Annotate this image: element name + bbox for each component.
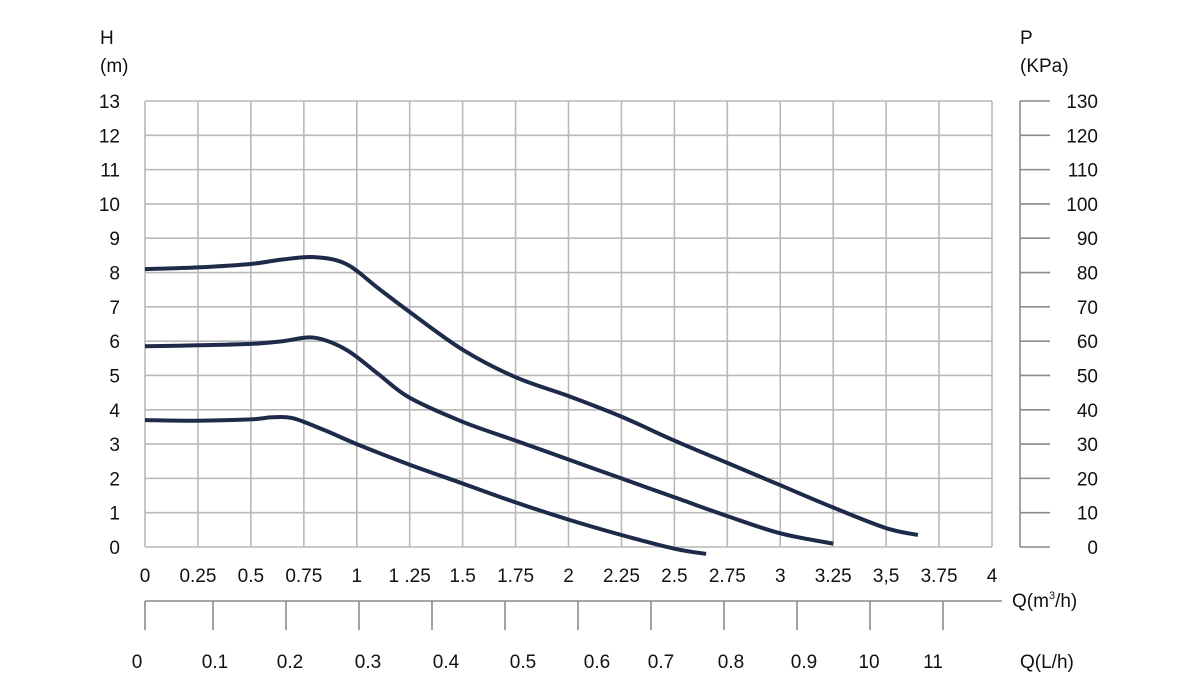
x-tick-label: 2.5 bbox=[661, 566, 687, 587]
x-axis-title-sup: 3 bbox=[1049, 590, 1055, 602]
left-tick-label: 12 bbox=[99, 126, 120, 147]
left-tick-label: 11 bbox=[100, 161, 120, 182]
x-axis-title-suffix: /h) bbox=[1055, 591, 1077, 612]
right-tick-label: 100 bbox=[1066, 195, 1098, 216]
right-tick-label: 30 bbox=[1077, 435, 1098, 456]
series-curve-1 bbox=[144, 254, 919, 537]
left-tick-label: 2 bbox=[109, 469, 120, 490]
right-tick-label: 0 bbox=[1087, 538, 1098, 559]
x-tick-label: 3.75 bbox=[921, 566, 958, 587]
secondary-x-tick-label: 0.6 bbox=[584, 652, 610, 673]
x-tick-label: 3,5 bbox=[873, 566, 899, 587]
secondary-x-axis: Q(L/h) 0 0.1 0.2 0.3 0.4 0.5 0.6 0.7 0.8 0.9 10 11 bbox=[132, 600, 1074, 673]
secondary-x-tick-label: 11 bbox=[923, 652, 943, 673]
x-tick-label: 0.5 bbox=[238, 566, 264, 587]
x-tick-label: 0.25 bbox=[179, 566, 216, 587]
right-tick-label: 130 bbox=[1066, 92, 1098, 113]
secondary-x-tick-label: 0.2 bbox=[277, 652, 303, 673]
left-tick-label: 9 bbox=[109, 229, 120, 250]
left-tick-label: 10 bbox=[99, 195, 120, 216]
secondary-x-tick-label: 0.1 bbox=[202, 652, 228, 673]
x-tick-label: 3 bbox=[775, 566, 786, 587]
left-axis-title: H bbox=[100, 28, 114, 49]
right-tick-label: 120 bbox=[1066, 126, 1098, 147]
x-axis: Q(m3/h) 0 0.25 0.5 0.75 1 1 .25 1.5 1.75 2 2.25 2.… bbox=[140, 566, 1078, 612]
x-tick-label: 1.5 bbox=[449, 566, 475, 587]
x-tick-label: 4 bbox=[987, 566, 998, 587]
right-axis-title: P bbox=[1020, 28, 1033, 49]
secondary-x-tick-label: 0.4 bbox=[433, 652, 460, 673]
right-axis: P (KPa) 0 10 20 30 40 50 60 70 80 90 100 110 120 130 bbox=[1019, 28, 1098, 559]
x-tick-label: 2 bbox=[563, 566, 574, 587]
secondary-x-tick-label: 0.7 bbox=[648, 652, 674, 673]
chart-grid bbox=[144, 100, 993, 548]
right-tick-label: 80 bbox=[1077, 264, 1098, 285]
right-tick-label: 60 bbox=[1077, 332, 1098, 353]
x-axis-title-prefix: Q(m bbox=[1012, 591, 1049, 612]
secondary-x-axis-title: Q(L/h) bbox=[1020, 652, 1074, 673]
secondary-x-tick-label: 0.8 bbox=[718, 652, 744, 673]
right-tick-label: 70 bbox=[1077, 298, 1098, 319]
series-layer bbox=[144, 254, 919, 556]
left-axis-unit: (m) bbox=[100, 56, 128, 77]
left-tick-label: 13 bbox=[99, 92, 120, 113]
x-tick-label: 0 bbox=[140, 566, 151, 587]
x-tick-label: 1 .25 bbox=[389, 566, 431, 587]
right-tick-label: 50 bbox=[1077, 366, 1098, 387]
secondary-x-tick-label: 10 bbox=[858, 652, 879, 673]
secondary-x-tick-label: 0.3 bbox=[355, 652, 381, 673]
x-tick-label: 0.75 bbox=[285, 566, 322, 587]
secondary-x-tick-label: 0 bbox=[132, 652, 143, 673]
series-curve-3 bbox=[144, 414, 707, 556]
right-tick-label: 110 bbox=[1068, 161, 1098, 182]
left-tick-label: 1 bbox=[109, 504, 120, 525]
left-tick-label: 5 bbox=[109, 366, 120, 387]
x-tick-label: 1.75 bbox=[497, 566, 534, 587]
x-axis-title: Q(m3/h) bbox=[1012, 590, 1077, 612]
secondary-x-tick-label: 0.5 bbox=[510, 652, 536, 673]
x-tick-label: 2.25 bbox=[603, 566, 640, 587]
left-tick-label: 7 bbox=[109, 298, 120, 319]
right-tick-label: 10 bbox=[1077, 504, 1098, 525]
left-tick-label: 3 bbox=[109, 435, 120, 456]
left-tick-label: 4 bbox=[109, 401, 120, 422]
x-tick-label: 1 bbox=[351, 566, 362, 587]
x-tick-label: 3.25 bbox=[815, 566, 852, 587]
left-tick-label: 0 bbox=[109, 538, 120, 559]
left-tick-label: 8 bbox=[109, 264, 120, 285]
x-tick-label: 2.75 bbox=[709, 566, 746, 587]
secondary-x-tick-label: 0.9 bbox=[791, 652, 817, 673]
series-curve-2 bbox=[144, 335, 834, 546]
right-tick-label: 20 bbox=[1077, 469, 1098, 490]
left-tick-label: 6 bbox=[109, 332, 120, 353]
right-tick-label: 40 bbox=[1077, 401, 1098, 422]
right-axis-unit: (KPa) bbox=[1020, 56, 1069, 77]
right-tick-label: 90 bbox=[1077, 229, 1098, 250]
